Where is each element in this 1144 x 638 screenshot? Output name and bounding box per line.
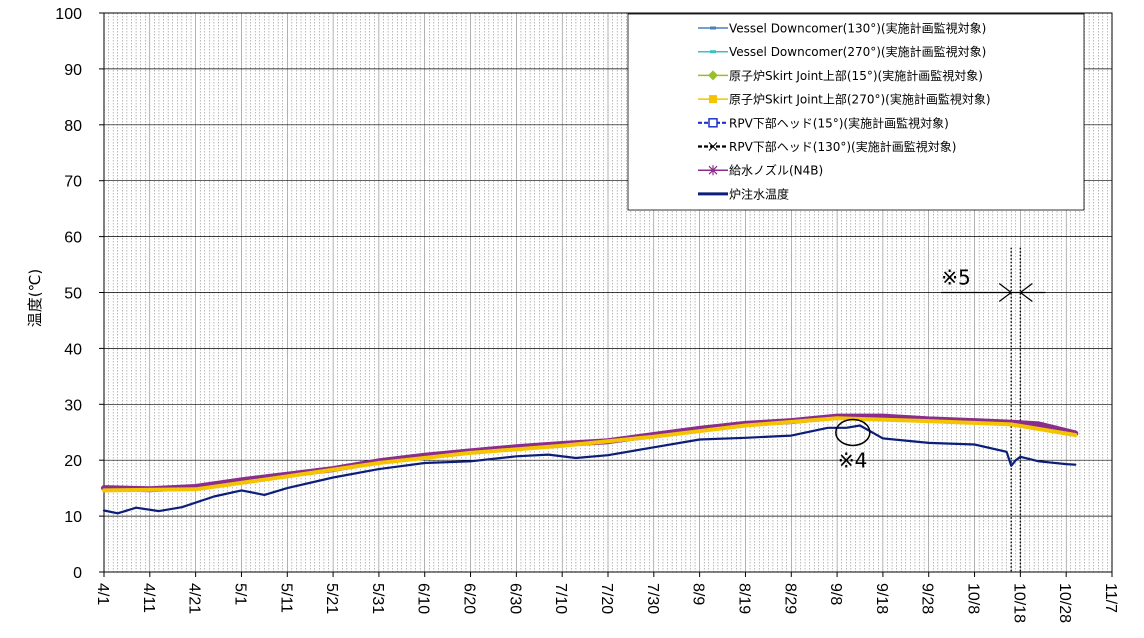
legend-label: 原子炉Skirt Joint上部(270°)(実施計画監視対象) xyxy=(729,92,991,107)
legend-marker xyxy=(708,118,718,128)
x-tick-label: 9/8 xyxy=(827,583,844,605)
x-tick-label: 6/10 xyxy=(415,583,432,614)
legend-marker xyxy=(708,165,718,176)
legend-label: RPV下部ヘッド(130°)(実施計画監視対象) xyxy=(729,139,956,154)
legend-box xyxy=(627,13,1085,211)
legend-marker xyxy=(708,142,718,151)
x-tick-label: 4/11 xyxy=(140,583,157,613)
x-tick-label: 4/1 xyxy=(94,583,111,605)
legend-label: Vessel Downcomer(130°)(実施計画監視対象) xyxy=(729,21,986,36)
y-tick-label: 40 xyxy=(64,341,82,358)
x-tick-label: 6/20 xyxy=(461,583,478,614)
annotations: ※4 ※5 xyxy=(835,266,1046,472)
y-tick-label: 50 xyxy=(64,286,82,303)
y-tick-label: 90 xyxy=(64,62,82,79)
y-axis-ticks: 0 10 20 30 40 50 60 70 80 90 100 xyxy=(55,6,104,582)
legend-label: Vessel Downcomer(270°)(実施計画監視対象) xyxy=(729,44,986,59)
x-tick-label: 7/30 xyxy=(644,583,661,614)
y-tick-label: 20 xyxy=(64,453,82,470)
x-tick-label: 8/19 xyxy=(735,583,752,614)
y-tick-label: 60 xyxy=(64,230,82,247)
legend: Vessel Downcomer(130°)(実施計画監視対象) Vessel D… xyxy=(627,13,1085,211)
y-tick-label: 70 xyxy=(64,174,82,191)
y-tick-label: 10 xyxy=(64,509,82,526)
y-tick-label: 30 xyxy=(64,397,82,414)
x-tick-label: 9/28 xyxy=(919,583,936,614)
x-tick-label: 5/21 xyxy=(323,583,340,614)
x-tick-label: 8/9 xyxy=(690,583,707,605)
legend-label: 給水ノズル(N4B) xyxy=(729,163,823,178)
x-tick-label: 6/30 xyxy=(506,583,523,614)
legend-marker xyxy=(710,26,716,30)
y-axis-label: 温度(℃) xyxy=(26,269,44,328)
x-tick-label: 10/18 xyxy=(1010,583,1027,623)
annotation-arrow xyxy=(1019,283,1033,302)
x-tick-label: 4/21 xyxy=(186,583,203,614)
legend-label: 炉注水温度 xyxy=(729,186,789,201)
annotation-circle xyxy=(835,418,871,447)
legend-marker xyxy=(709,95,717,104)
legend-marker xyxy=(710,50,716,54)
x-tick-label: 10/8 xyxy=(965,583,982,614)
y-tick-label: 0 xyxy=(73,565,82,582)
y-tick-label: 80 xyxy=(64,118,82,135)
series-line xyxy=(102,416,1078,493)
annotation-label: ※4 xyxy=(838,448,867,472)
x-tick-label: 8/29 xyxy=(781,583,798,614)
x-tick-label: 5/11 xyxy=(277,583,294,613)
legend-marker xyxy=(708,70,718,81)
series-line xyxy=(102,424,1077,515)
y-tick-label: 100 xyxy=(55,6,82,23)
x-tick-label: 9/18 xyxy=(873,583,890,614)
x-tick-label: 10/28 xyxy=(1056,583,1073,623)
legend-label: 原子炉Skirt Joint上部(15°)(実施計画監視対象) xyxy=(729,68,983,83)
legend-label: RPV下部ヘッド(15°)(実施計画監視対象) xyxy=(729,115,949,130)
x-tick-label: 5/31 xyxy=(369,583,386,614)
x-axis-ticks: 4/1 4/11 4/21 5/1 5/11 5/21 5/31 6/10 6/20 6/30 7/… xyxy=(94,572,1119,623)
series-lines xyxy=(101,247,1079,572)
x-tick-label: 7/10 xyxy=(552,583,569,614)
annotation-arrow xyxy=(998,283,1013,302)
annotation-label: ※5 xyxy=(941,266,970,290)
x-tick-label: 5/1 xyxy=(231,583,248,605)
x-tick-label: 11/7 xyxy=(1102,583,1119,613)
x-tick-label: 7/20 xyxy=(598,583,615,614)
